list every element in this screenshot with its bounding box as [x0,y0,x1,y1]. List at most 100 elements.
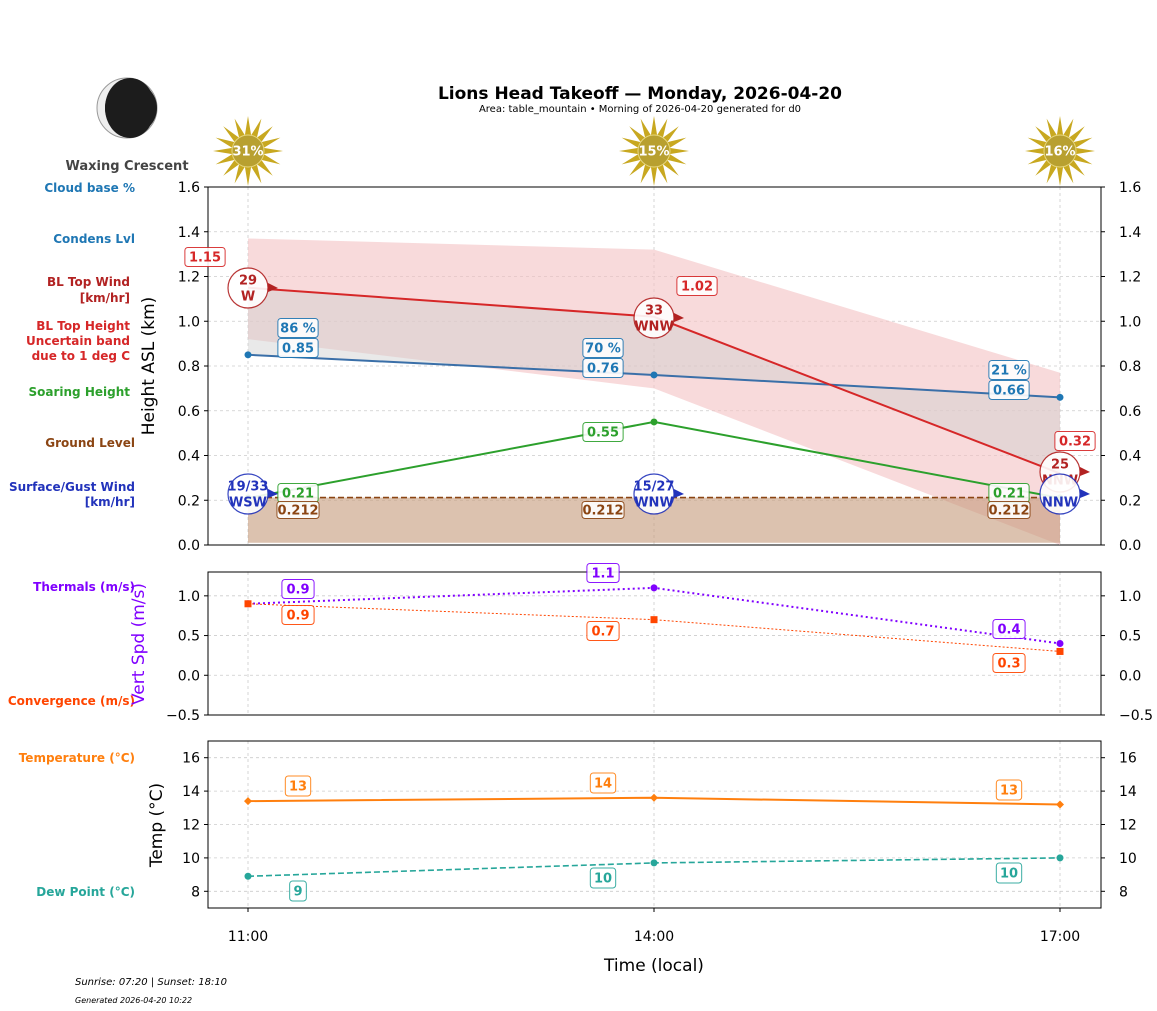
y-tick-label: 0.2 [178,493,200,509]
y-tick-label-right: 16 [1119,751,1137,767]
dew-point-label-box [995,862,1023,884]
cloud-pct-label: 70 % [585,342,621,357]
condens-point [244,351,252,359]
sun-core [1043,134,1077,168]
side-label-thermals: Thermals (m/s) [33,580,135,594]
side-label-band-2: due to 1 deg C [32,349,131,363]
y-tick-label: 0.0 [178,668,200,684]
bl-wind-arrow-icon [1080,467,1090,476]
side-label-bl-height: BL Top Height [36,319,130,333]
surface-wind-speed: 19/33 [228,480,269,495]
y-tick-label: 0.8 [178,359,200,375]
ground-label-box [276,501,320,519]
dew-point-label: 10 [1000,867,1018,882]
convergence-point [244,600,252,608]
dew-point-point [650,859,658,867]
chart-subtitle: Area: table_mountain • Morning of 2026-0… [479,104,801,115]
bl-top-label: 1.15 [189,251,221,266]
temperature-label: 14 [594,777,612,792]
soaring-label: 0.55 [587,426,619,441]
side-label-temperature: Temperature (°C) [19,751,135,765]
condens-point [1056,393,1064,401]
x-tick-label: 17:00 [1040,929,1080,945]
x-tick-label: 11:00 [228,929,268,945]
temperature-label-box [995,779,1023,801]
sun-cover-label: 15% [638,145,669,160]
cloud-pct-label-box [277,318,319,338]
bl-top-label: 0.32 [1059,435,1091,450]
y-tick-label: 10 [182,851,200,867]
sun-core [637,134,671,168]
dew-point-label-box [589,867,617,889]
bl-top-label: 1.02 [681,280,713,295]
sun-cover-label: 31% [232,145,263,160]
y-tick-label-right: 14 [1119,784,1137,800]
bl-wind-speed: 29 [239,274,257,289]
y-tick-label-right: 0.6 [1119,404,1141,420]
y-tick-label: 1.2 [178,270,200,286]
x-tick-label: 14:00 [634,929,674,945]
x-axis-label: Time (local) [603,956,704,976]
y-tick-label: −0.5 [166,708,200,724]
y-tick-label-right: 0.0 [1119,668,1141,684]
bl-wind-direction: W [241,290,255,305]
temperature-label: 13 [1000,784,1018,799]
thermals-label-box [586,563,620,583]
cloud-pct-label: 21 % [991,364,1027,379]
thermals-label: 0.9 [286,583,309,598]
thermals-label: 1.1 [591,567,614,582]
y-tick-label-right: 12 [1119,818,1137,834]
surface-wind-direction: WSW [229,496,267,511]
condens-label-box [277,338,319,358]
surface-wind-arrow-icon [1080,489,1090,498]
sun-cover-label: 16% [1044,145,1075,160]
side-label-ground: Ground Level [45,436,135,450]
dew-point-point [1056,854,1064,862]
y-tick-label-right: 0.0 [1119,538,1141,554]
y-tick-label: 16 [182,751,200,767]
y-tick-label-right: 8 [1119,884,1128,900]
y-tick-label-right: 1.4 [1119,225,1141,241]
temperature-point [244,797,252,806]
y-tick-label: 0.4 [178,449,200,465]
convergence-label-box [992,653,1026,673]
condens-label: 0.66 [993,384,1025,399]
side-label-bl-wind: BL Top Wind [47,275,130,289]
y-tick-label-right: 1.0 [1119,589,1141,605]
y-tick-label-right: 0.4 [1119,449,1141,465]
condens-label: 0.85 [282,342,314,357]
bl-wind-direction: WNW [634,320,674,335]
y-tick-label-right: 0.8 [1119,359,1141,375]
convergence-line [247,603,1061,652]
y-tick-label-right: 1.6 [1119,180,1141,196]
surface-wind-direction: NNW [1042,496,1078,511]
y-tick-label-right: 0.2 [1119,493,1141,509]
surface-wind-direction: WNW [634,496,674,511]
ground-label: 0.212 [988,504,1029,519]
surface-wind-arrow-icon [268,489,278,498]
convergence-label-box [281,605,315,625]
y-tick-label-right: 1.0 [1119,314,1141,330]
cloud-pct-label: 86 % [280,322,316,337]
convergence-label: 0.9 [286,609,309,624]
y-tick-label-right: 10 [1119,851,1137,867]
y-tick-label: 1.0 [178,314,200,330]
side-label-cloud-base: Cloud base % [44,181,135,195]
plot-frame-1 [207,571,1102,716]
thermals-label-box [992,619,1026,639]
temperature-point [1056,800,1064,809]
sun-times: Sunrise: 07:20 | Sunset: 18:10 [75,977,227,988]
generated-time: Generated 2026-04-20 10:22 [75,996,192,1005]
condens-label-box [582,358,624,378]
bl-wind-speed: 25 [1051,458,1069,473]
moon-phase-label: Waxing Crescent [65,159,188,174]
side-label-condens: Condens Lvl [53,232,135,246]
y-tick-label: 1.0 [178,589,200,605]
y-axis-label-vert: Vert Spd (m/s) [129,583,149,705]
convergence-label: 0.7 [591,625,614,640]
y-tick-label: 0.5 [178,629,200,645]
side-label-band: Uncertain band [26,334,130,348]
thermals-label-box [281,579,315,599]
y-tick-label: 0.6 [178,404,200,420]
